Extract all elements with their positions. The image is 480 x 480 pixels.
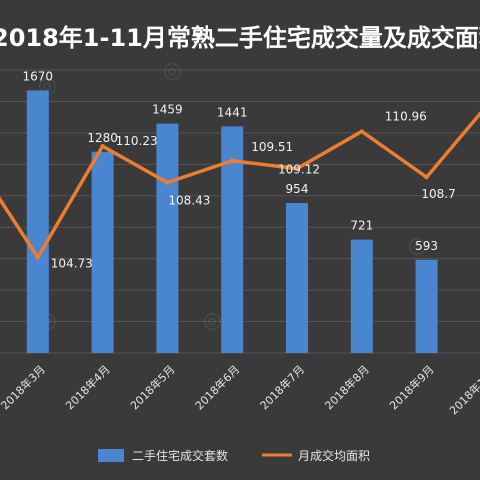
bar-value-label: 721 (350, 219, 373, 233)
bar-value-label: 593 (415, 239, 438, 253)
line-value-label: 109.51 (251, 140, 293, 154)
bar-value-label: 1441 (217, 105, 248, 119)
line-series (0, 111, 480, 260)
line-point-2018年3月 (35, 255, 40, 260)
bar-2018年5月 (156, 123, 179, 353)
line-point-2018年4月 (100, 144, 105, 149)
line-value-label: 110.23 (116, 134, 158, 148)
bar-2018年6月 (221, 126, 244, 353)
line-point-2018年5月 (165, 180, 170, 185)
legend-swatch-bar (98, 449, 124, 462)
line-point-2018年6月 (230, 158, 235, 163)
bar-value-label: 1280 (87, 131, 118, 145)
bar-2018年4月 (91, 151, 114, 353)
legend-label-bar: 二手住宅成交套数 (132, 448, 228, 463)
bar-value-label: 954 (286, 182, 309, 196)
line-point-2018年9月 (424, 174, 429, 180)
legend-label-line: 月成交均面积 (298, 448, 370, 463)
line-value-label: 104.73 (51, 256, 93, 270)
chart-title: 2018年1-11月常熟二手住宅成交量及成交面积 (0, 24, 480, 52)
line-point-2018年7月 (294, 166, 300, 171)
bar-2018年8月 (350, 239, 373, 353)
bar-2018年3月 (26, 90, 49, 353)
legend: 二手住宅成交套数 月成交均面积 (98, 448, 370, 463)
line-value-label: 110.96 (385, 109, 427, 123)
bar-value-label: 1670 (23, 69, 54, 83)
bar-2018年7月 (286, 203, 308, 353)
line-value-label: 109.12 (278, 163, 320, 177)
line-value-label: 108.7 (421, 187, 455, 201)
data-labels: 1670128014591441954721593109.64104.73110… (23, 69, 456, 270)
line-value-label: 108.43 (168, 194, 210, 208)
line-point-2018年8月 (359, 129, 364, 134)
bar-value-label: 1459 (152, 103, 183, 117)
bar-2018年9月 (415, 259, 438, 353)
